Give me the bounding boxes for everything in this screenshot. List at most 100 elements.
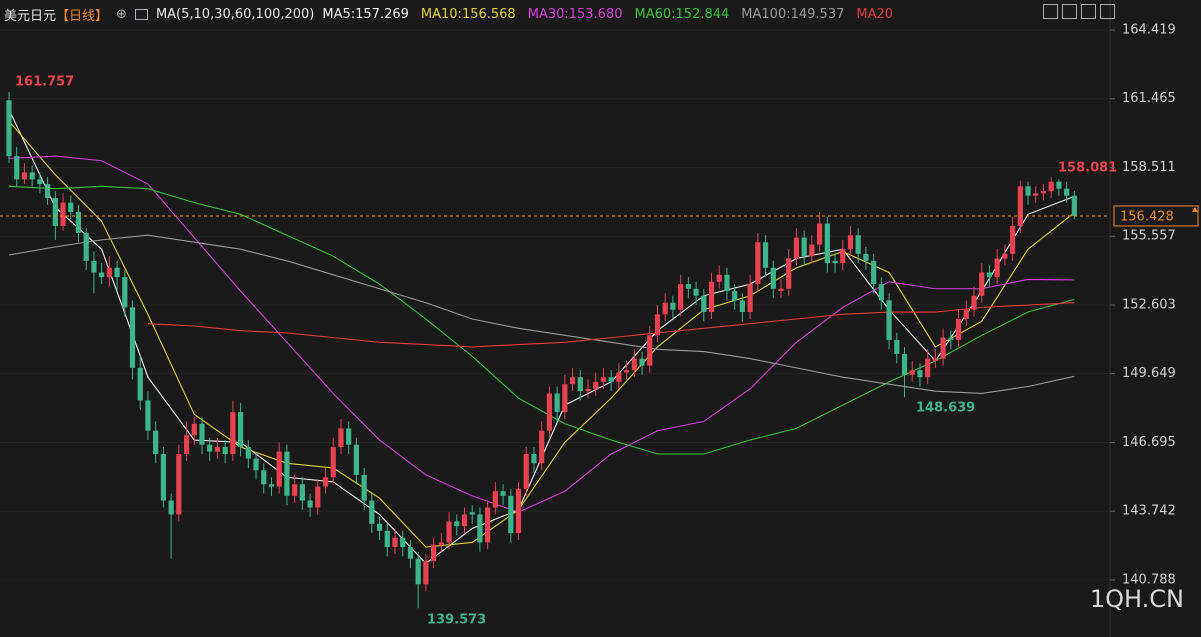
tool-button[interactable] xyxy=(1062,4,1077,19)
candle-body xyxy=(786,258,792,289)
candle-body xyxy=(840,249,846,264)
candle-body xyxy=(894,339,900,354)
y-axis: 164.419 161.465 158.511 155.557 152.603 149.6… xyxy=(0,22,1199,587)
candle-body xyxy=(593,381,599,389)
candle-body xyxy=(446,521,452,543)
candle-body xyxy=(724,274,730,292)
candle-body xyxy=(423,561,429,585)
ma-line xyxy=(8,185,1075,455)
candle-body xyxy=(716,274,722,282)
candle-body xyxy=(276,451,282,487)
legend-entry: MA10:156.568 xyxy=(420,6,516,22)
candle-body xyxy=(21,172,28,180)
candle-body xyxy=(477,514,483,543)
candle-body xyxy=(176,453,182,515)
candle-body xyxy=(577,377,583,392)
candle-body xyxy=(631,358,637,371)
y-tick-label: 158.511 xyxy=(1122,160,1176,175)
candle-body xyxy=(454,521,460,527)
candle-body xyxy=(917,370,923,378)
candle-body xyxy=(6,100,12,157)
candle-body xyxy=(770,267,776,289)
candle-body xyxy=(531,453,537,464)
candle-body xyxy=(353,444,359,475)
tool-button[interactable] xyxy=(1100,4,1115,19)
y-tick-label: 161.465 xyxy=(1122,91,1176,106)
candle-body xyxy=(492,491,498,508)
low-label: 139.573 xyxy=(427,613,486,628)
candle-body xyxy=(469,512,475,515)
candle-body xyxy=(654,314,661,336)
candle-body xyxy=(647,335,653,366)
candle-body xyxy=(330,447,336,478)
candle-body xyxy=(145,400,151,431)
candle-body xyxy=(431,544,437,562)
indicator: MA(5,10,30,60,100,200) xyxy=(155,6,315,22)
candle-body xyxy=(878,284,884,301)
y-tick-label: 140.788 xyxy=(1122,572,1176,587)
moving-averages xyxy=(8,109,1075,565)
candle-body xyxy=(1010,225,1016,254)
candle-body xyxy=(1056,181,1062,189)
last-price-box xyxy=(1113,205,1199,227)
candle-body xyxy=(438,542,444,545)
high-label: 161.757 xyxy=(15,75,74,90)
add-icon[interactable]: ⊕ xyxy=(116,6,127,22)
candle-body xyxy=(1071,195,1077,216)
candle-body xyxy=(346,428,352,445)
ma-line xyxy=(8,234,1075,395)
tool-button[interactable] xyxy=(1081,4,1096,19)
candle-body xyxy=(415,558,421,585)
candle-body xyxy=(762,242,769,268)
candle-body xyxy=(1002,253,1008,259)
candle-body xyxy=(261,470,267,485)
header: 美元日元 【日线】 ⊕ MA(5,10,30,60,100,200) MA5:1… xyxy=(4,4,893,24)
candle-body xyxy=(253,458,259,471)
tool-button[interactable] xyxy=(1043,4,1058,19)
candle-body xyxy=(886,300,892,340)
y-tick-label: 143.742 xyxy=(1122,504,1176,519)
y-tick-label: 146.695 xyxy=(1122,435,1176,450)
candle-body xyxy=(662,302,668,315)
indicator-icon[interactable] xyxy=(134,8,148,20)
candle-body xyxy=(214,447,221,452)
candle-body xyxy=(129,307,136,368)
candle-body xyxy=(500,491,506,496)
candle-body xyxy=(14,156,20,180)
candle-body xyxy=(160,453,166,501)
candle-body xyxy=(685,284,691,289)
candle-body xyxy=(292,484,298,496)
candle-body xyxy=(523,453,529,489)
annotations: 161.757 139.573 148.639 158.081 xyxy=(15,75,1117,628)
candle-body xyxy=(222,447,228,454)
candle-body xyxy=(183,435,190,454)
candle-body xyxy=(307,500,313,508)
candle-body xyxy=(29,172,35,180)
candle-body xyxy=(979,272,985,296)
candle-body xyxy=(624,370,630,373)
candle-body xyxy=(817,223,823,245)
candle-body xyxy=(1048,181,1054,192)
candle-body xyxy=(863,253,869,261)
y-tick-label: 164.419 xyxy=(1122,22,1176,37)
candle-body xyxy=(809,244,815,257)
candle-body xyxy=(137,367,143,401)
last-price-label: 156.428 xyxy=(1120,209,1174,224)
candle-body xyxy=(508,495,514,534)
candle-body xyxy=(384,530,390,548)
candle-body xyxy=(199,423,205,445)
candle-body xyxy=(616,372,622,382)
candle-body xyxy=(299,484,305,501)
candle-body xyxy=(801,237,807,257)
candle-body xyxy=(670,302,676,310)
candle-body xyxy=(955,319,962,340)
candle-body xyxy=(994,258,1000,278)
legend-entry: MA60:152.844 xyxy=(634,6,730,22)
y-tick-label: 155.557 xyxy=(1122,229,1176,244)
candle-body xyxy=(37,179,43,185)
candle-body xyxy=(693,288,699,296)
candle-body xyxy=(407,547,414,559)
y-tick-label: 152.603 xyxy=(1122,297,1176,312)
candle-body xyxy=(778,288,784,292)
